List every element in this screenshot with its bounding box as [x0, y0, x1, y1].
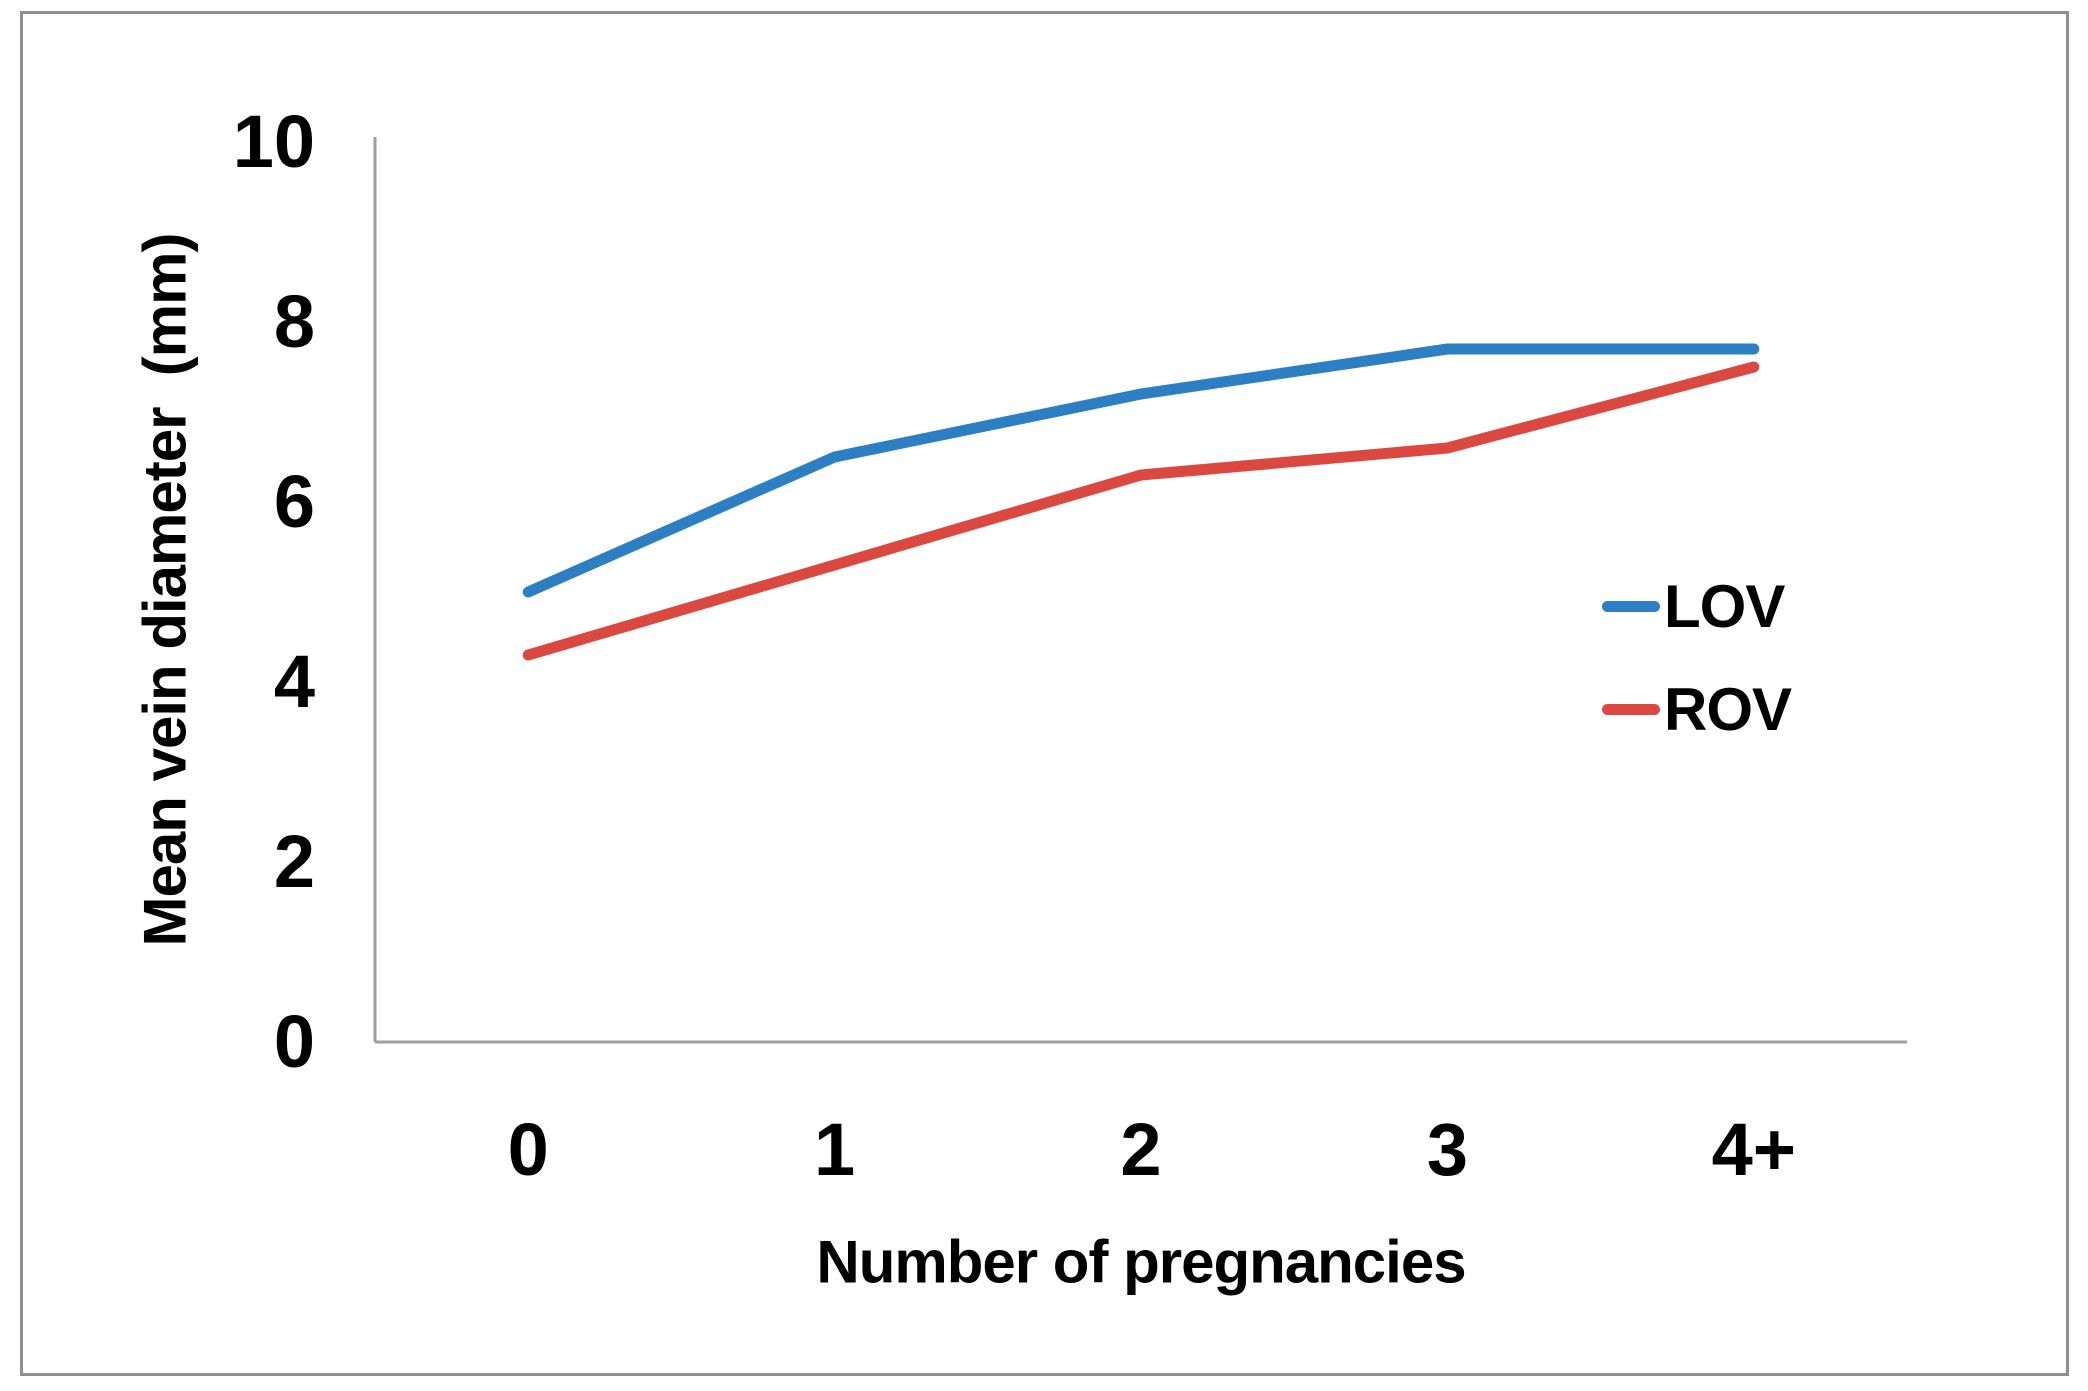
- x-tick-label-2: 2: [1120, 1108, 1162, 1191]
- y-tick-label-8: 8: [273, 280, 315, 363]
- legend-label-rov: ROV: [1664, 675, 1792, 743]
- x-tick-label-1: 1: [814, 1108, 856, 1191]
- legend-item-lov: LOV: [1602, 555, 1791, 658]
- legend: LOV ROV: [1602, 555, 1792, 761]
- y-tick-label-10: 10: [232, 100, 315, 183]
- x-tick-label-3: 3: [1426, 1108, 1468, 1191]
- y-tick-label-6: 6: [273, 460, 315, 543]
- legend-label-lov: LOV: [1664, 572, 1785, 640]
- x-tick-label-0: 0: [507, 1108, 549, 1191]
- legend-swatch-lov: [1602, 601, 1660, 612]
- y-tick-label-2: 2: [273, 820, 315, 903]
- y-tick-label-0: 0: [273, 1000, 315, 1083]
- legend-swatch-rov: [1602, 704, 1660, 715]
- x-tick-label-4+: 4+: [1711, 1108, 1796, 1191]
- legend-item-rov: ROV: [1602, 658, 1792, 761]
- y-tick-label-4: 4: [273, 640, 315, 723]
- figure-border: [20, 11, 2069, 1376]
- y-axis-title: Mean vein diameter (mm): [131, 233, 199, 947]
- x-axis-title: Number of pregnancies: [816, 1228, 1466, 1296]
